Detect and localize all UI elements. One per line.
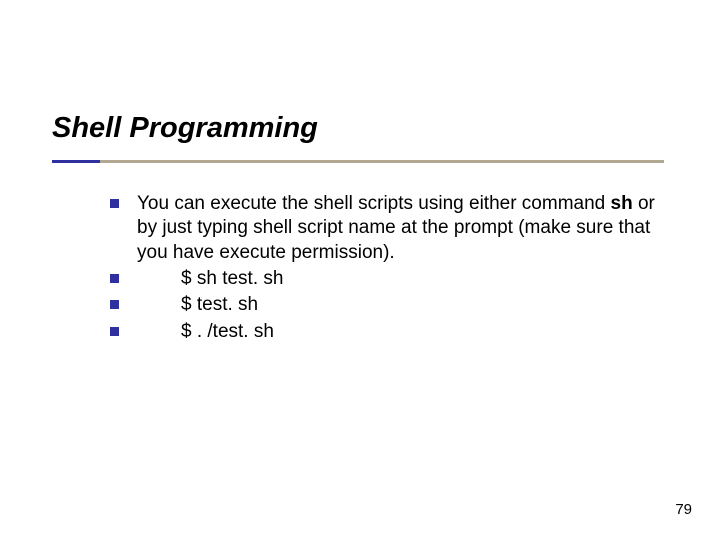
square-bullet-icon <box>110 274 119 283</box>
slide-body: You can execute the shell scripts using … <box>110 192 670 346</box>
slide: Shell Programming You can execute the sh… <box>0 0 720 540</box>
bullet-row: You can execute the shell scripts using … <box>110 192 670 265</box>
bullet-row: $ sh test. sh <box>110 267 670 291</box>
bullet-text: $ sh test. sh <box>137 267 670 291</box>
square-bullet-icon <box>110 300 119 309</box>
title-underline-accent <box>52 160 100 163</box>
plain-text: $ sh test. sh <box>181 268 283 289</box>
bold-text: sh <box>611 193 633 214</box>
page-number: 79 <box>675 501 692 518</box>
plain-text: $ . /test. sh <box>181 321 274 342</box>
square-bullet-icon <box>110 327 119 336</box>
bullet-text: $ test. sh <box>137 293 670 317</box>
plain-text: You can execute the shell scripts using … <box>137 193 611 214</box>
bullet-row: $ test. sh <box>110 293 670 317</box>
slide-title: Shell Programming <box>52 112 668 145</box>
square-bullet-icon <box>110 199 119 208</box>
bullet-row: $ . /test. sh <box>110 320 670 344</box>
title-underline-main <box>52 160 664 163</box>
bullet-text: $ . /test. sh <box>137 320 670 344</box>
slide-title-wrap: Shell Programming <box>52 112 668 145</box>
title-underline <box>52 160 664 163</box>
bullet-text: You can execute the shell scripts using … <box>137 192 670 265</box>
plain-text: $ test. sh <box>181 294 258 315</box>
